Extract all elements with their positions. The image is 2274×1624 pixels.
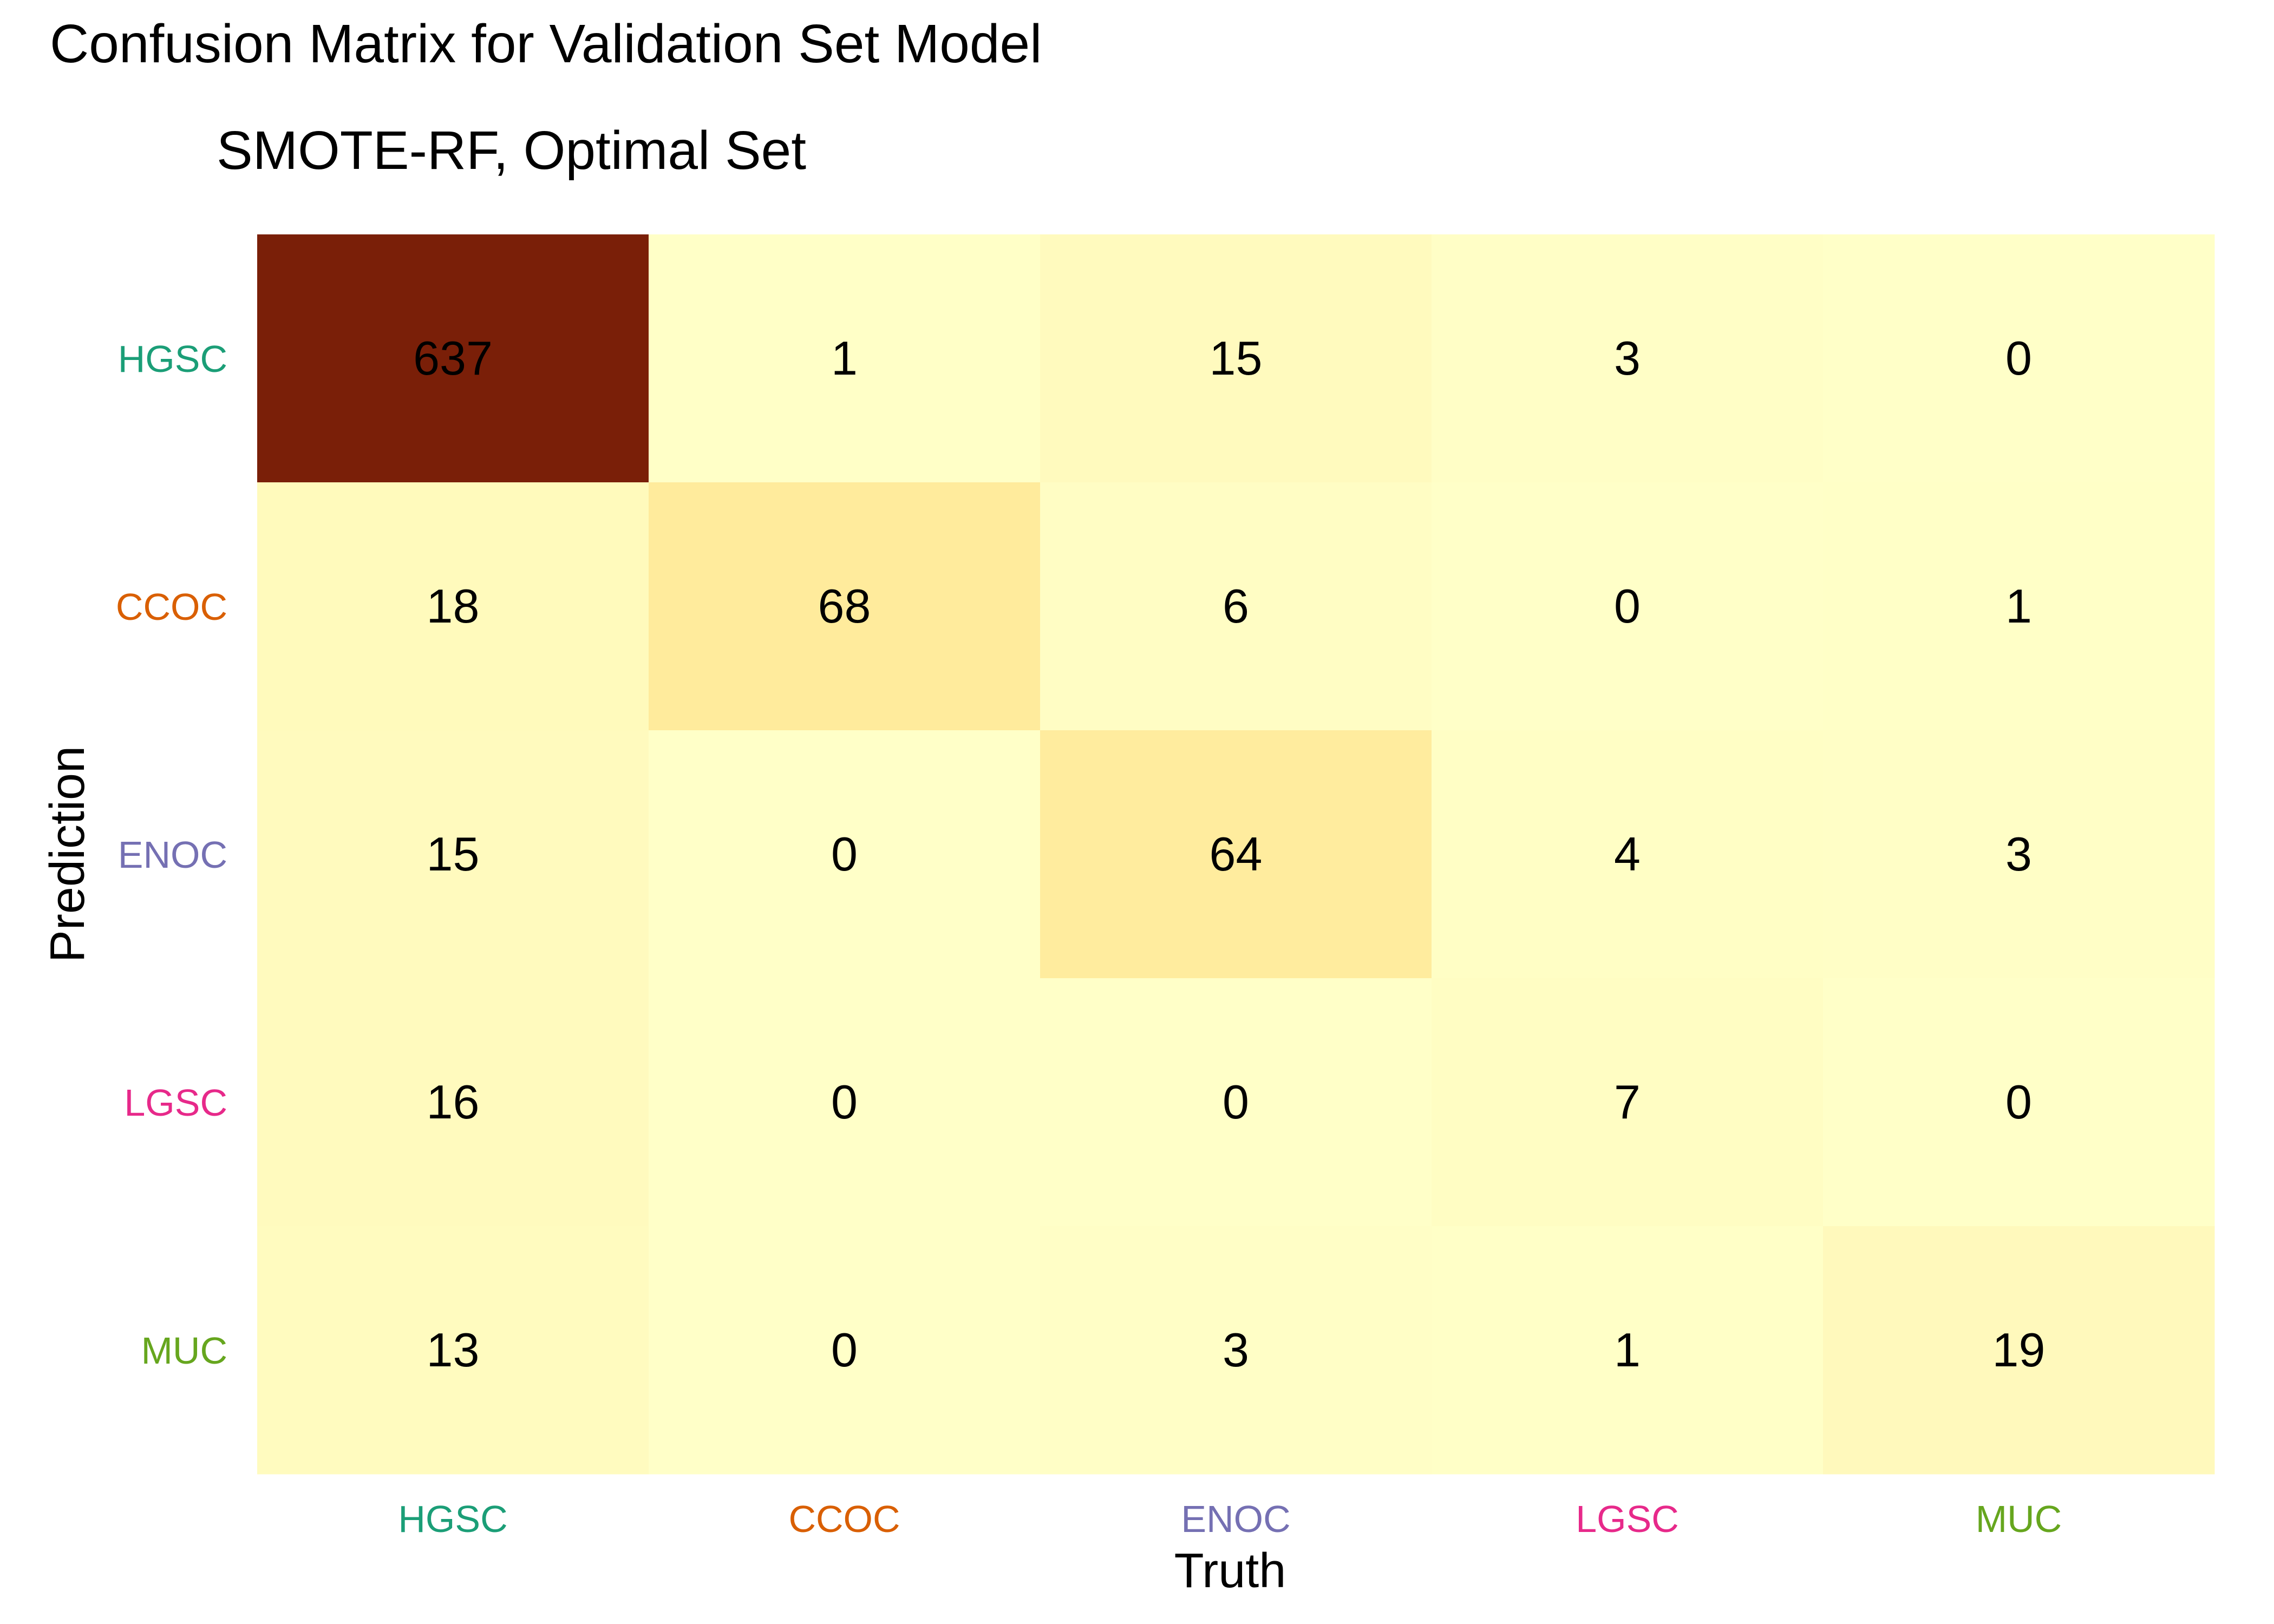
cell-value-enoc-muc: 3 <box>2005 827 2032 881</box>
cell-enoc-ccoc <box>649 730 1041 979</box>
y-tick-ccoc: CCOC <box>116 586 227 628</box>
x-tick-enoc: ENOC <box>1181 1498 1290 1540</box>
cell-muc-enoc <box>1040 1226 1432 1475</box>
x-tick-ccoc: CCOC <box>788 1498 900 1540</box>
cell-value-hgsc-muc: 0 <box>2005 331 2032 385</box>
cell-lgsc-ccoc <box>649 978 1041 1227</box>
cell-ccoc-muc <box>1823 482 2215 731</box>
cell-value-lgsc-hgsc: 16 <box>427 1075 480 1129</box>
heatmap-cells <box>257 234 2215 1475</box>
cell-value-hgsc-lgsc: 3 <box>1614 331 1641 385</box>
cell-lgsc-enoc <box>1040 978 1432 1227</box>
cell-value-muc-hgsc: 13 <box>427 1323 480 1377</box>
y-axis-tick-labels: HGSC CCOC ENOC LGSC MUC <box>116 338 227 1372</box>
cell-lgsc-lgsc <box>1432 978 1824 1227</box>
y-axis-label: Prediction <box>41 746 95 962</box>
cell-hgsc-muc <box>1823 234 2215 483</box>
heatmap-cell-labels: 637 1 15 3 0 18 68 6 0 1 15 0 64 4 3 16 0 0 7 0 13 0 3 1 19 <box>413 331 2045 1377</box>
cell-ccoc-enoc <box>1040 482 1432 731</box>
cell-value-muc-muc: 19 <box>1992 1323 2046 1377</box>
cell-value-enoc-ccoc: 0 <box>831 827 858 881</box>
cell-ccoc-lgsc <box>1432 482 1824 731</box>
cell-value-hgsc-hgsc: 637 <box>413 331 493 385</box>
x-tick-lgsc: LGSC <box>1576 1498 1679 1540</box>
cell-value-ccoc-ccoc: 68 <box>818 579 871 633</box>
cell-lgsc-muc <box>1823 978 2215 1227</box>
cell-value-muc-enoc: 3 <box>1223 1323 1249 1377</box>
cell-hgsc-hgsc <box>257 234 649 483</box>
cell-value-lgsc-ccoc: 0 <box>831 1075 858 1129</box>
y-tick-enoc: ENOC <box>118 834 227 876</box>
cell-value-hgsc-ccoc: 1 <box>831 331 858 385</box>
x-tick-hgsc: HGSC <box>398 1498 507 1540</box>
cell-value-hgsc-enoc: 15 <box>1210 331 1263 385</box>
cell-value-muc-ccoc: 0 <box>831 1323 858 1377</box>
cell-muc-hgsc <box>257 1226 649 1475</box>
cell-muc-ccoc <box>649 1226 1041 1475</box>
cell-value-ccoc-lgsc: 0 <box>1614 579 1641 633</box>
cell-enoc-lgsc <box>1432 730 1824 979</box>
x-axis-tick-labels: HGSC CCOC ENOC LGSC MUC <box>398 1498 2062 1540</box>
cell-value-lgsc-muc: 0 <box>2005 1075 2032 1129</box>
cell-value-muc-lgsc: 1 <box>1614 1323 1641 1377</box>
chart-subtitle: SMOTE-RF, Optimal Set <box>217 120 806 181</box>
cell-value-lgsc-enoc: 0 <box>1223 1075 1249 1129</box>
cell-value-lgsc-lgsc: 7 <box>1614 1075 1641 1129</box>
cell-value-ccoc-muc: 1 <box>2005 579 2032 633</box>
y-tick-muc: MUC <box>141 1330 227 1372</box>
cell-hgsc-enoc <box>1040 234 1432 483</box>
cell-enoc-hgsc <box>257 730 649 979</box>
cell-muc-lgsc <box>1432 1226 1824 1475</box>
cell-ccoc-hgsc <box>257 482 649 731</box>
x-axis-label: Truth <box>1174 1544 1286 1598</box>
cell-value-ccoc-enoc: 6 <box>1223 579 1249 633</box>
cell-value-enoc-enoc: 64 <box>1210 827 1263 881</box>
cell-value-enoc-lgsc: 4 <box>1614 827 1641 881</box>
x-tick-muc: MUC <box>1976 1498 2062 1540</box>
cell-muc-muc <box>1823 1226 2215 1475</box>
y-tick-hgsc: HGSC <box>118 338 227 380</box>
chart-title: Confusion Matrix for Validation Set Mode… <box>50 14 1042 74</box>
cell-lgsc-hgsc <box>257 978 649 1227</box>
cell-value-ccoc-hgsc: 18 <box>427 579 480 633</box>
cell-ccoc-ccoc <box>649 482 1041 731</box>
cell-hgsc-lgsc <box>1432 234 1824 483</box>
cell-enoc-enoc <box>1040 730 1432 979</box>
y-tick-lgsc: LGSC <box>124 1082 227 1124</box>
cell-hgsc-ccoc <box>649 234 1041 483</box>
cell-enoc-muc <box>1823 730 2215 979</box>
cell-value-enoc-hgsc: 15 <box>427 827 480 881</box>
